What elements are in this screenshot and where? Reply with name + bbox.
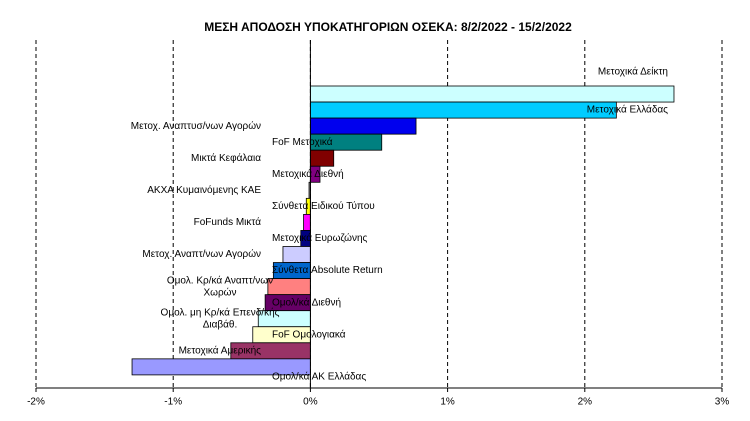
category-label: Ομολ/κά Διεθνή <box>272 296 341 308</box>
category-label: Σύνθετα Ειδικού Τύπου <box>272 200 375 212</box>
category-label: FoF Ομολογιακά <box>272 328 346 340</box>
chart-title: ΜΕΣΗ ΑΠΟΔΟΣΗ ΥΠΟΚΑΤΗΓΟΡΙΩΝ ΟΣΕΚΑ: 8/2/20… <box>204 20 572 34</box>
bar <box>309 101 617 119</box>
bar <box>309 149 335 167</box>
bar <box>267 278 311 296</box>
category-label: Ομολ. Κρ/κά Αναπτ/νων Χωρών <box>167 274 273 298</box>
category-label: Μετοχικά Αμερικής <box>179 344 262 356</box>
category-label: FoF Μετοχικά <box>272 136 333 148</box>
bar <box>303 213 311 231</box>
bar <box>309 117 417 135</box>
x-tick-label: 1% <box>440 397 455 408</box>
x-tick-label: -2% <box>27 397 45 408</box>
x-tick-label: 3% <box>715 397 730 408</box>
x-tick-label: 0% <box>303 397 318 408</box>
bar <box>309 85 675 103</box>
category-label: Μικτά Κεφάλαια <box>191 152 261 164</box>
category-label: Μετοχικά Ελλάδας <box>587 104 668 116</box>
category-label: Ομολ/κά ΑΚ Ελλάδας <box>272 371 366 383</box>
category-label: Μετοχ. Αναπτυσ/νων Αγορών <box>131 120 261 132</box>
category-label: Μετοχικά Διεθνή <box>272 168 344 180</box>
category-label: Μετοχικά Δείκτη <box>598 66 668 78</box>
category-label: FoFunds Μικτά <box>194 216 262 228</box>
x-tick-label: 2% <box>578 397 593 408</box>
category-label: Μετοχικά Ευρωζώνης <box>272 232 368 244</box>
category-label: Ομολ. μη Κρ/κά Επενδ/κής Διαβάθ. <box>161 306 280 330</box>
category-label: ΑΚΧΑ Κυμαινόμενης ΚΑΕ <box>147 184 261 196</box>
category-label: Μετοχ. Αναπτ/νων Αγορών <box>142 248 261 260</box>
bar <box>282 246 311 263</box>
x-tick-label: -1% <box>164 397 182 408</box>
category-label: Σύνθετα Absolute Return <box>272 264 383 276</box>
